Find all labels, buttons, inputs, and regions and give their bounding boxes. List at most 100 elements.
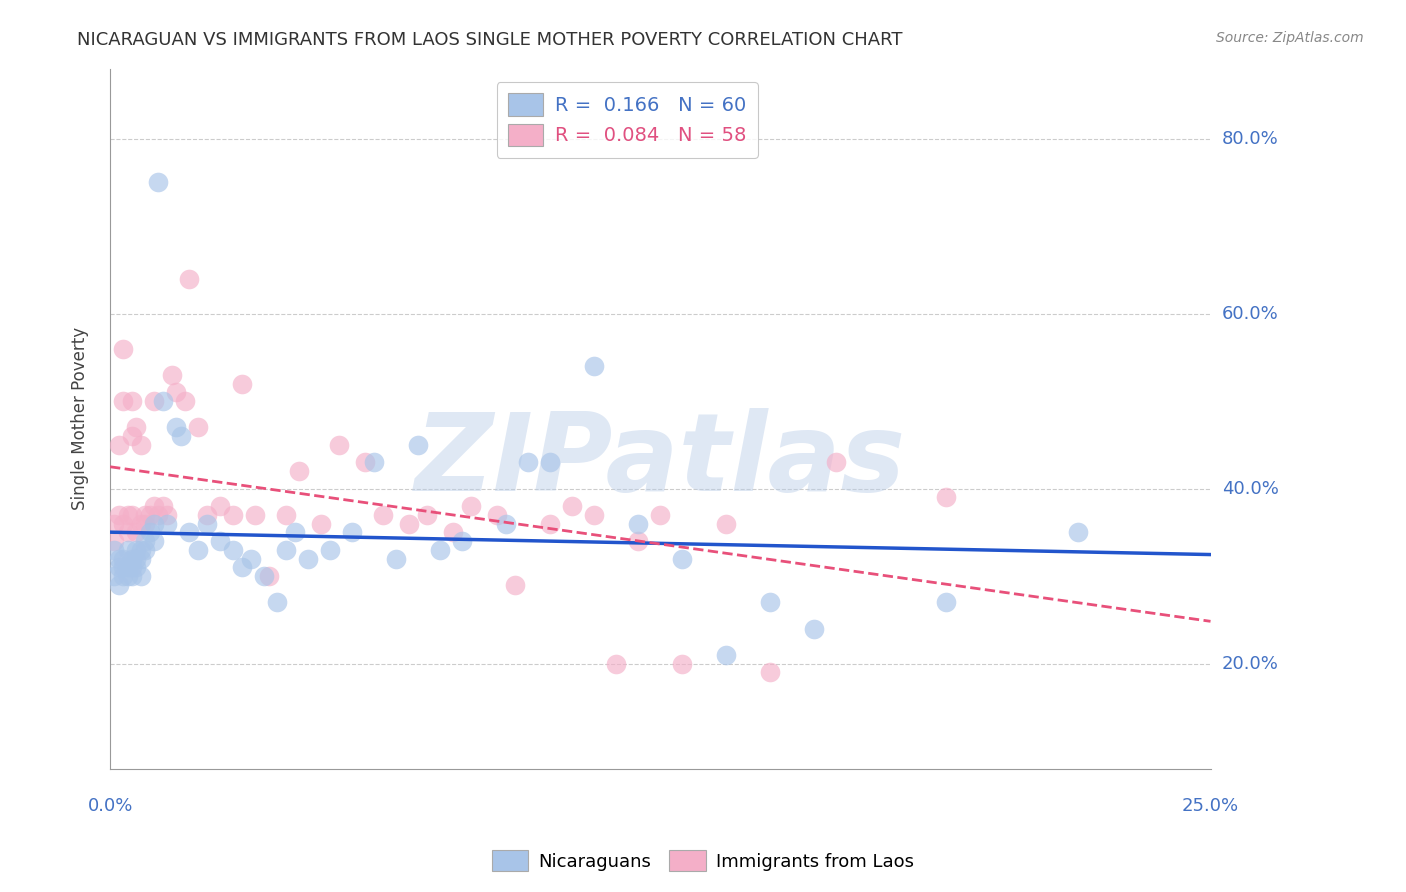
Point — [257, 569, 280, 583]
Point — [451, 534, 474, 549]
Point — [174, 394, 197, 409]
Point — [112, 560, 135, 574]
Point — [165, 420, 187, 434]
Text: 0.0%: 0.0% — [87, 797, 132, 814]
Text: 20.0%: 20.0% — [1222, 655, 1278, 673]
Point — [371, 508, 394, 522]
Point — [759, 665, 782, 680]
Y-axis label: Single Mother Poverty: Single Mother Poverty — [72, 327, 89, 510]
Point — [117, 569, 139, 583]
Point — [129, 516, 152, 531]
Point — [148, 175, 170, 189]
Point — [935, 595, 957, 609]
Text: NICARAGUAN VS IMMIGRANTS FROM LAOS SINGLE MOTHER POVERTY CORRELATION CHART: NICARAGUAN VS IMMIGRANTS FROM LAOS SINGL… — [77, 31, 903, 49]
Point — [627, 534, 650, 549]
Point — [179, 525, 201, 540]
Point — [276, 543, 298, 558]
Point — [108, 508, 131, 522]
Point — [460, 499, 482, 513]
Point — [759, 595, 782, 609]
Point — [486, 508, 509, 522]
Point — [239, 551, 262, 566]
Point — [583, 359, 606, 373]
Point — [495, 516, 517, 531]
Point — [121, 569, 143, 583]
Point — [195, 516, 218, 531]
Point — [825, 455, 848, 469]
Point — [311, 516, 333, 531]
Point — [319, 543, 342, 558]
Point — [125, 551, 148, 566]
Point — [108, 578, 131, 592]
Point — [253, 569, 276, 583]
Point — [627, 516, 650, 531]
Point — [363, 455, 385, 469]
Point — [187, 420, 209, 434]
Point — [112, 569, 135, 583]
Point — [222, 543, 245, 558]
Point — [416, 508, 439, 522]
Point — [134, 516, 156, 531]
Point — [148, 508, 170, 522]
Point — [441, 525, 464, 540]
Point — [398, 516, 420, 531]
Point — [156, 516, 179, 531]
Point — [561, 499, 583, 513]
Point — [354, 455, 377, 469]
Point — [103, 543, 125, 558]
Legend: R =  0.166   N = 60, R =  0.084   N = 58: R = 0.166 N = 60, R = 0.084 N = 58 — [496, 82, 758, 158]
Point — [152, 499, 174, 513]
Point — [103, 516, 125, 531]
Point — [143, 499, 166, 513]
Point — [117, 543, 139, 558]
Point — [169, 429, 191, 443]
Point — [112, 551, 135, 566]
Point — [209, 499, 232, 513]
Point — [125, 525, 148, 540]
Point — [121, 508, 143, 522]
Point — [671, 657, 693, 671]
Point — [152, 394, 174, 409]
Point — [231, 376, 253, 391]
Point — [125, 420, 148, 434]
Point — [179, 271, 201, 285]
Point — [129, 551, 152, 566]
Point — [385, 551, 408, 566]
Point — [340, 525, 363, 540]
Point — [143, 516, 166, 531]
Text: 40.0%: 40.0% — [1222, 480, 1278, 498]
Point — [716, 648, 738, 662]
Point — [112, 342, 135, 356]
Legend: Nicaraguans, Immigrants from Laos: Nicaraguans, Immigrants from Laos — [485, 843, 921, 879]
Point — [125, 560, 148, 574]
Text: 80.0%: 80.0% — [1222, 129, 1278, 147]
Point — [108, 438, 131, 452]
Point — [935, 491, 957, 505]
Point — [297, 551, 319, 566]
Point — [165, 385, 187, 400]
Text: 25.0%: 25.0% — [1182, 797, 1239, 814]
Point — [538, 455, 561, 469]
Point — [108, 560, 131, 574]
Point — [117, 560, 139, 574]
Point — [156, 508, 179, 522]
Point — [266, 595, 288, 609]
Point — [231, 560, 253, 574]
Point — [195, 508, 218, 522]
Point — [129, 569, 152, 583]
Point — [143, 534, 166, 549]
Text: 60.0%: 60.0% — [1222, 304, 1278, 323]
Point — [406, 438, 429, 452]
Text: ZIPatlas: ZIPatlas — [415, 408, 905, 514]
Point — [121, 560, 143, 574]
Point — [538, 516, 561, 531]
Point — [129, 543, 152, 558]
Point — [134, 543, 156, 558]
Point — [134, 534, 156, 549]
Point — [716, 516, 738, 531]
Point — [143, 394, 166, 409]
Point — [112, 516, 135, 531]
Point — [121, 394, 143, 409]
Point — [288, 464, 311, 478]
Point — [517, 455, 540, 469]
